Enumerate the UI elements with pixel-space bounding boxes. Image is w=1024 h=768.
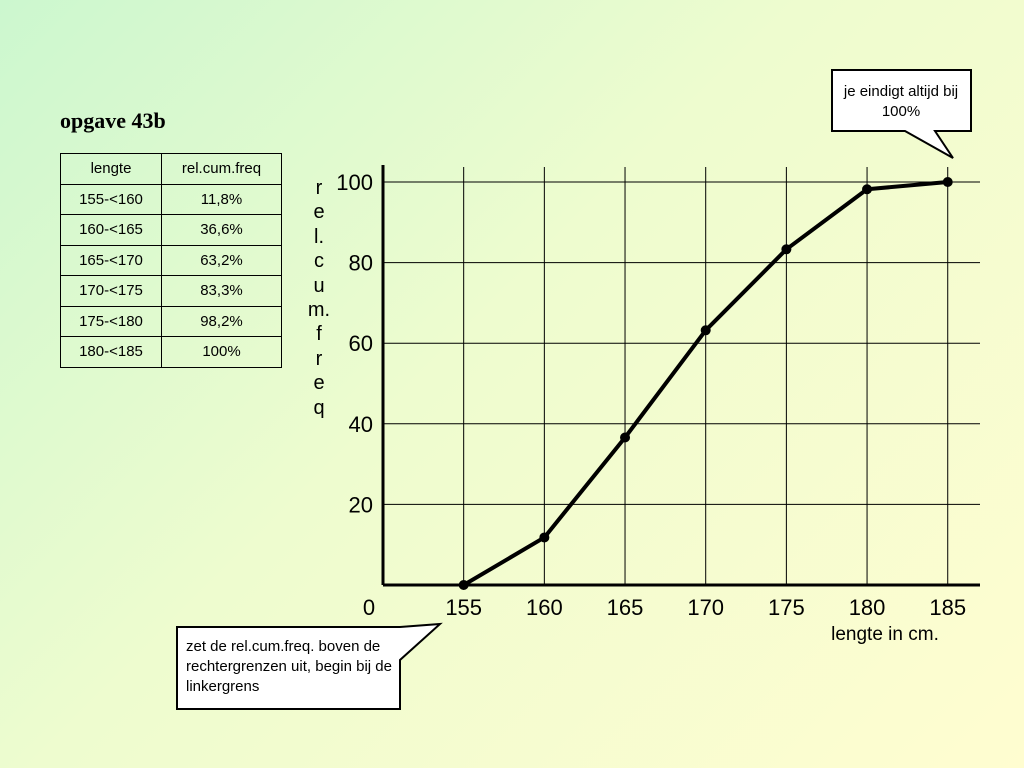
column-header-relcumfreq: rel.cum.freq: [161, 153, 282, 185]
data-point: [942, 177, 953, 187]
table-cell: 160-<165: [60, 214, 162, 246]
table-cell: 98,2%: [161, 305, 282, 337]
data-point: [700, 325, 711, 336]
chart-series: [458, 177, 953, 590]
table-cell: 175-<180: [60, 305, 162, 337]
table-cell: 155-<160: [60, 183, 162, 215]
table-row: 180-<185 100%: [60, 336, 282, 368]
y-axis-label-char: r: [315, 177, 323, 199]
x-tick-label: 170: [687, 595, 724, 620]
table-row: 165-<170 63,2%: [60, 244, 282, 276]
table-cell: 83,3%: [161, 275, 282, 307]
table-cell: 180-<185: [60, 336, 162, 368]
table-header-row: lengte rel.cum.freq: [60, 153, 282, 185]
y-tick-label: 80: [349, 251, 373, 276]
table-cell: 36,6%: [161, 214, 282, 246]
data-point: [539, 532, 550, 543]
x-axis-label: lengte in cm.: [831, 624, 939, 645]
y-tick-label: 100: [336, 170, 373, 195]
callout-top-right-text: je eindigt altijd bij 100%: [843, 83, 959, 120]
table-cell: 165-<170: [60, 244, 162, 276]
y-tick-label: 60: [349, 331, 373, 356]
chart-axes: [381, 165, 980, 587]
y-axis-label-char: e: [313, 372, 325, 395]
callout-bubble: [176, 622, 443, 710]
table-row: 175-<180 98,2%: [60, 305, 282, 337]
data-point: [781, 244, 792, 255]
x-tick-label: 185: [929, 595, 966, 620]
x-tick-label: 155: [445, 595, 482, 620]
x-tick-label: 175: [768, 595, 805, 620]
y-axis-label-char: c: [314, 250, 324, 273]
column-header-lengte: lengte: [60, 153, 162, 185]
y-axis-label-char: u: [313, 274, 325, 297]
x-tick-label: 180: [849, 595, 886, 620]
chart-grid: [383, 167, 980, 585]
y-tick-label: 20: [349, 492, 373, 517]
y-axis-label-char: l.: [314, 225, 324, 248]
callout-bottom-left-text: zet de rel.cum.freq. boven de rechtergre…: [186, 638, 392, 695]
x-tick-label: 160: [526, 595, 563, 620]
table-row: 170-<175 83,3%: [60, 275, 282, 307]
table-row: 160-<165 36,6%: [60, 214, 282, 246]
chart-tick-labels: 20 40 60 80 100 155 160 165 170 175 180 185 0 lengte …: [336, 170, 966, 645]
y-axis-label: r e l. c u m. f r e q: [306, 176, 332, 420]
data-point: [458, 580, 469, 590]
data-point: [620, 432, 631, 443]
y-axis-label-char: m.: [307, 299, 331, 322]
y-axis-label-char: e: [313, 201, 325, 224]
slide-title: opgave 43b: [60, 108, 166, 133]
y-axis-label-char: f: [316, 323, 322, 346]
origin-label: 0: [363, 595, 375, 620]
table-cell: 170-<175: [60, 275, 162, 307]
callout-bubble: [831, 69, 972, 159]
table-cell: 100%: [161, 336, 282, 368]
data-point: [862, 184, 873, 195]
x-tick-label: 165: [607, 595, 644, 620]
y-axis-label-char: q: [313, 396, 325, 419]
y-tick-label: 40: [349, 412, 373, 437]
frequency-table: lengte rel.cum.freq 155-<160 11,8% 160-<1…: [60, 153, 282, 368]
y-axis-label-char: r: [315, 347, 323, 370]
